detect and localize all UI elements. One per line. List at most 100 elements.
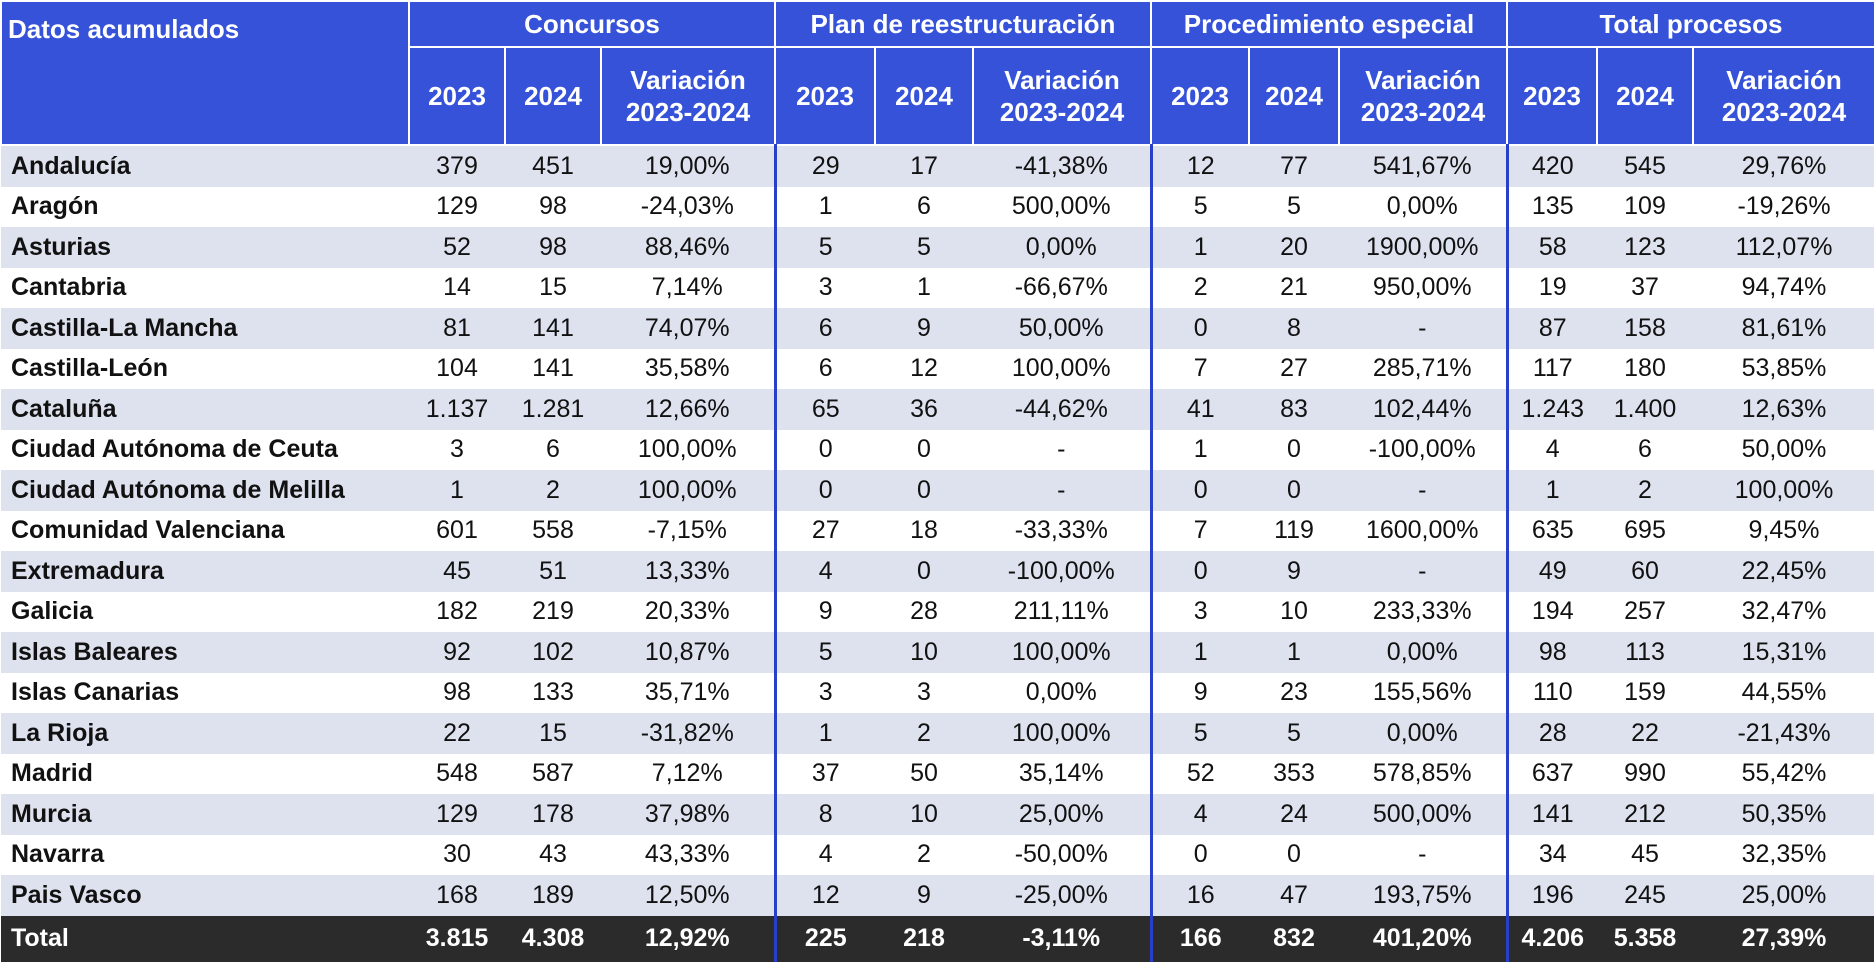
group-header: Concursos xyxy=(408,0,776,48)
cell: 1 xyxy=(1151,632,1249,673)
cell: 29 xyxy=(775,145,875,187)
cell: 5 xyxy=(1151,186,1249,227)
row-label: Total xyxy=(1,915,409,962)
cell: 113 xyxy=(1597,632,1693,673)
cell: 6 xyxy=(775,348,875,389)
row-label: Comunidad Valenciana xyxy=(1,510,409,551)
cell: 0 xyxy=(1249,470,1339,511)
column-header: Variación 2023-2024 xyxy=(600,46,776,146)
cell: 189 xyxy=(505,875,601,916)
cell: 49 xyxy=(1507,551,1597,592)
data-row: Extremadura 45 51 13,33% 4 0 -100,00% 0 9-49 60 22… xyxy=(1,551,1874,592)
cell: 0,00% xyxy=(973,672,1153,713)
data-row: Ciudad Autónoma de Melilla 1 2 100,00% 0 0-0 0… xyxy=(1,470,1874,511)
cell: 500,00% xyxy=(1339,794,1509,835)
row-label: Navarra xyxy=(1,834,409,875)
cell: 3 xyxy=(409,429,505,470)
cell: 10 xyxy=(875,794,973,835)
row-label: Islas Baleares xyxy=(1,632,409,673)
row-label: Castilla-La Mancha xyxy=(1,308,409,349)
cell: 218 xyxy=(875,915,973,962)
group-header: Total procesos xyxy=(1506,0,1874,48)
cell: 587 xyxy=(505,753,601,794)
column-header: Variación 2023-2024 xyxy=(972,46,1152,146)
cell: 133 xyxy=(505,672,601,713)
cell: 182 xyxy=(409,591,505,632)
cell: 35,58% xyxy=(601,348,777,389)
cell: 50,35% xyxy=(1693,794,1874,835)
cell: -21,43% xyxy=(1693,713,1874,754)
cell: 695 xyxy=(1597,510,1693,551)
data-row: Asturias 52 98 88,46% 5 5 0,00% 1 20 1900,00% 58 12… xyxy=(1,227,1874,268)
cell: 1 xyxy=(775,186,875,227)
cell: 2 xyxy=(875,713,973,754)
cell: 100,00% xyxy=(601,470,777,511)
cell: 1600,00% xyxy=(1339,510,1509,551)
cell: 990 xyxy=(1597,753,1693,794)
cell: 100,00% xyxy=(1693,470,1874,511)
cell: 6 xyxy=(505,429,601,470)
row-label: Andalucía xyxy=(1,145,409,187)
cell: 9 xyxy=(1249,551,1339,592)
cell: 233,33% xyxy=(1339,591,1509,632)
corner-header: Datos acumulados xyxy=(0,0,410,146)
cell: 1 xyxy=(409,470,505,511)
cell: 19 xyxy=(1507,267,1597,308)
cell: -24,03% xyxy=(601,186,777,227)
cell: -50,00% xyxy=(973,834,1153,875)
cell: -19,26% xyxy=(1693,186,1874,227)
cell: -3,11% xyxy=(973,915,1153,962)
cell: 194 xyxy=(1507,591,1597,632)
cell: 88,46% xyxy=(601,227,777,268)
cell: 29,76% xyxy=(1693,145,1874,187)
cell: 81,61% xyxy=(1693,308,1874,349)
cell: 6 xyxy=(875,186,973,227)
cell: 5 xyxy=(775,227,875,268)
cell: 52 xyxy=(409,227,505,268)
cell: 21 xyxy=(1249,267,1339,308)
cell: 98 xyxy=(505,227,601,268)
cell: 420 xyxy=(1507,145,1597,187)
cell: 12 xyxy=(1151,145,1249,187)
cell: 9 xyxy=(875,308,973,349)
cell: 4.206 xyxy=(1507,915,1597,962)
cell: -100,00% xyxy=(973,551,1153,592)
cell: 14 xyxy=(409,267,505,308)
cell: 159 xyxy=(1597,672,1693,713)
cell: 168 xyxy=(409,875,505,916)
data-row: Galicia 182 219 20,33% 9 28 211,11% 3 10 233,33% 1… xyxy=(1,591,1874,632)
cell: - xyxy=(973,429,1153,470)
cell: 211,11% xyxy=(973,591,1153,632)
cell: -33,33% xyxy=(973,510,1153,551)
cell: -31,82% xyxy=(601,713,777,754)
row-label: Cataluña xyxy=(1,389,409,430)
row-label: Murcia xyxy=(1,794,409,835)
cell: 9 xyxy=(1151,672,1249,713)
cell: 51 xyxy=(505,551,601,592)
cell: 401,20% xyxy=(1339,915,1509,962)
data-row: Madrid 548 587 7,12% 37 50 35,14% 52 353 578,85% 6… xyxy=(1,753,1874,794)
cell: 3 xyxy=(775,672,875,713)
cell: 2 xyxy=(505,470,601,511)
row-label: Islas Canarias xyxy=(1,672,409,713)
cell: 27 xyxy=(1249,348,1339,389)
cell: 0 xyxy=(1151,551,1249,592)
data-row: Pais Vasco 168 189 12,50% 12 9 -25,00% 16 47 193,… xyxy=(1,875,1874,916)
cell: 83 xyxy=(1249,389,1339,430)
cell: 92 xyxy=(409,632,505,673)
data-row: La Rioja 22 15 -31,82% 1 2 100,00% 5 5 0,00% 28 22-… xyxy=(1,713,1874,754)
cell: 50,00% xyxy=(1693,429,1874,470)
cell: 0,00% xyxy=(973,227,1153,268)
cell: 4 xyxy=(1151,794,1249,835)
cell: 102,44% xyxy=(1339,389,1509,430)
cell: 20 xyxy=(1249,227,1339,268)
cell: 5.358 xyxy=(1597,915,1693,962)
data-row: Andalucía 379 451 19,00% 29 17 -41,38% 12 77 541,… xyxy=(1,145,1874,187)
cell: 12,92% xyxy=(601,915,777,962)
cell: 1900,00% xyxy=(1339,227,1509,268)
cell: 13,33% xyxy=(601,551,777,592)
cell: 19,00% xyxy=(601,145,777,187)
cell: 98 xyxy=(1507,632,1597,673)
cell: 12 xyxy=(875,348,973,389)
cell: 7,14% xyxy=(601,267,777,308)
